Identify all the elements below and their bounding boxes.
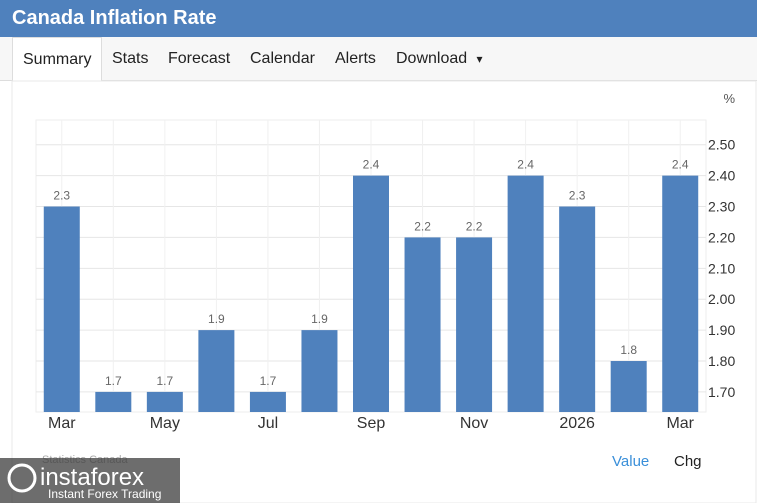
y-tick-label: 2.20 (708, 229, 735, 245)
data-label: 2.4 (517, 158, 534, 172)
bar (507, 175, 544, 412)
y-tick-label: 2.50 (708, 137, 735, 153)
bar (198, 330, 235, 412)
data-label: 1.7 (105, 374, 122, 388)
x-tick-label: Sep (357, 415, 386, 432)
bar (404, 237, 441, 412)
bar (95, 391, 132, 412)
y-tick-label: 2.40 (708, 168, 735, 184)
tab-label[interactable]: Alerts (335, 50, 376, 67)
y-tick-label: 2.30 (708, 199, 735, 215)
data-label: 2.3 (53, 189, 70, 203)
x-tick-label: 2026 (559, 415, 595, 432)
x-tick-label: Mar (666, 415, 694, 432)
tab[interactable]: Stats (102, 37, 158, 81)
data-label: 1.8 (620, 343, 637, 357)
data-label: 2.4 (672, 158, 689, 172)
watermark-brand: instaforex (40, 464, 144, 491)
x-tick-label: May (150, 415, 180, 432)
tab-label[interactable]: Download (396, 50, 468, 67)
dropdown-caret[interactable]: ▾ (473, 52, 483, 66)
tab-label[interactable]: Stats (112, 50, 149, 67)
data-label: 2.2 (414, 219, 431, 233)
tab[interactable]: Calendar (240, 37, 325, 81)
bar (662, 175, 699, 412)
bar (301, 330, 338, 412)
data-label: 2.4 (363, 158, 380, 172)
tab-label[interactable]: Calendar (250, 50, 315, 67)
bar (43, 206, 80, 412)
header-title: Canada Inflation Rate (0, 0, 757, 37)
y-tick-label: 1.80 (708, 353, 735, 369)
bar (456, 237, 493, 412)
data-label: 1.9 (208, 312, 225, 326)
x-tick-label: Mar (48, 415, 76, 432)
tab[interactable]: Download ▾ (386, 37, 493, 81)
watermark-box (0, 458, 180, 503)
bar (249, 391, 286, 412)
tab-label[interactable]: Summary (23, 51, 92, 68)
y-tick-label: 1.70 (708, 384, 735, 400)
data-label: 2.2 (466, 219, 483, 233)
data-label: 1.7 (157, 374, 174, 388)
tab-bar: Summary Stats Forecast Calendar Alerts Downlo… (0, 37, 757, 82)
bar (559, 206, 596, 412)
bar (146, 391, 183, 412)
unit-label: % (723, 91, 735, 106)
watermark-logo (7, 463, 37, 493)
x-tick-label: Nov (460, 415, 488, 432)
data-label: 1.9 (311, 312, 328, 326)
tab[interactable]: Forecast (158, 37, 240, 81)
tab-label[interactable]: Forecast (168, 50, 231, 67)
data-label: 1.7 (260, 374, 277, 388)
watermark-tagline: Instant Forex Trading (48, 487, 161, 501)
data-label: 2.3 (569, 189, 586, 203)
bar (610, 361, 647, 412)
bar (353, 175, 389, 412)
y-tick-label: 2.10 (708, 260, 735, 276)
y-tick-label: 1.90 (708, 322, 735, 338)
toggle[interactable]: Value (612, 453, 649, 470)
toggle[interactable]: Chg (674, 453, 702, 470)
tab[interactable]: Summary (12, 37, 103, 82)
x-tick-label: Jul (258, 415, 278, 432)
y-tick-label: 2.00 (708, 291, 735, 307)
tab[interactable]: Alerts (325, 37, 386, 81)
